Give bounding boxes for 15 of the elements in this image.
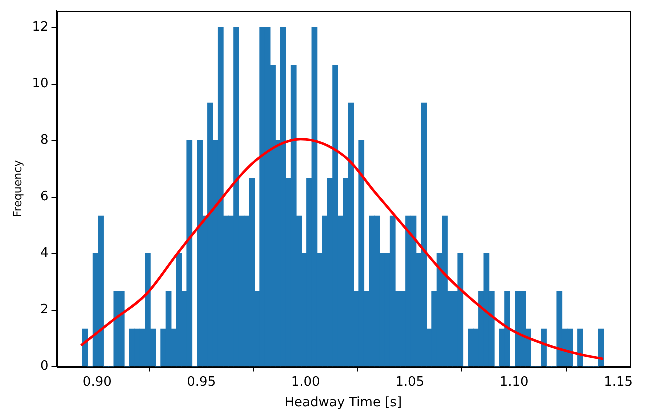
x-tick-label: 1.05 xyxy=(396,374,425,390)
x-tick-label: 1.10 xyxy=(500,374,529,390)
y-tick-label: 6 xyxy=(40,190,49,205)
y-tick-label: 4 xyxy=(40,246,49,262)
y-tick-label: 8 xyxy=(40,133,49,148)
x-axis-title: Headway Time [s] xyxy=(284,396,402,411)
x-tick-label: 0.95 xyxy=(187,374,216,390)
y-axis-title: Frequency xyxy=(11,160,24,218)
y-tick-label: 2 xyxy=(40,302,49,318)
x-tick-label: 0.90 xyxy=(82,374,112,390)
x-tick-label: 1.15 xyxy=(604,374,634,390)
y-tick-label: 12 xyxy=(32,20,49,36)
y-tick-label: 0 xyxy=(40,359,49,374)
x-tick-label: 1.00 xyxy=(291,374,320,390)
y-tick-label: 10 xyxy=(32,76,49,92)
